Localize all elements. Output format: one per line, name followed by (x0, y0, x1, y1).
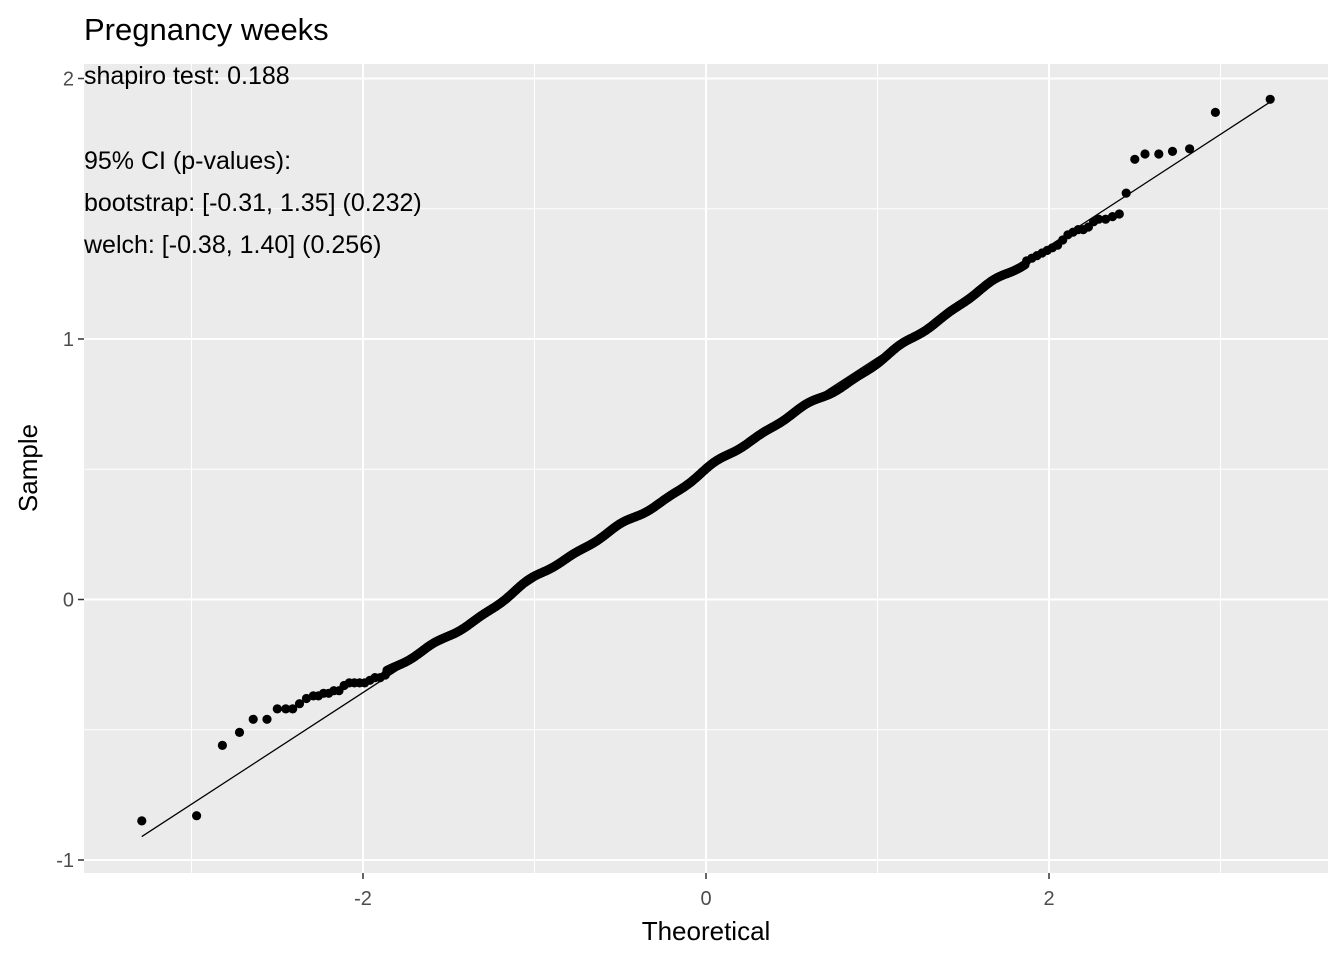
y-tick-label: 2 (63, 69, 74, 91)
qq-point (1020, 260, 1030, 270)
qq-point (288, 704, 298, 714)
qq-point (294, 699, 305, 709)
sample-points (137, 94, 1275, 826)
y-axis: -1 0 1 2 (56, 69, 84, 872)
qq-point (1094, 214, 1104, 224)
qq-point (1265, 94, 1275, 104)
annotation-block: shapiro test: 0.188 95% CI (p-values): b… (83, 62, 422, 259)
y-axis-title: Sample (13, 424, 43, 512)
qq-point (1140, 149, 1150, 159)
qq-point (248, 714, 258, 724)
x-tick-label: 0 (700, 888, 711, 910)
qq-point (217, 740, 227, 751)
qq-point (1154, 149, 1164, 159)
qq-point (1101, 214, 1111, 224)
qq-point (1130, 154, 1140, 164)
annotation-line: bootstrap: [-0.31, 1.35] (0.232) (84, 189, 422, 217)
qq-point (281, 704, 291, 714)
qq-point (1114, 209, 1124, 219)
chart-title: Pregnancy weeks (84, 12, 329, 47)
y-tick-label: 0 (63, 590, 74, 612)
grid-lines (84, 64, 1328, 873)
x-tick-label: 2 (1043, 888, 1054, 910)
qq-point (301, 693, 311, 704)
annotation-line: welch: [-0.38, 1.40] (0.256) (83, 231, 381, 259)
x-tick-label: -2 (354, 888, 372, 910)
qq-point (1210, 107, 1220, 117)
x-axis: -2 0 2 (354, 873, 1055, 910)
qq-point (262, 714, 272, 724)
y-tick-label: 1 (63, 329, 74, 351)
annotation-line: shapiro test: 0.188 (84, 62, 290, 90)
qq-point (234, 727, 245, 738)
qq-point (272, 704, 282, 714)
annotation-line: 95% CI (p-values): (84, 147, 291, 175)
x-axis-title: Theoretical (642, 916, 771, 946)
y-tick-label: -1 (56, 850, 74, 872)
qq-point (137, 816, 147, 826)
qq-point (1167, 146, 1178, 156)
qq-point (1185, 144, 1195, 154)
qq-point (1121, 188, 1131, 198)
qq-point (192, 811, 202, 821)
